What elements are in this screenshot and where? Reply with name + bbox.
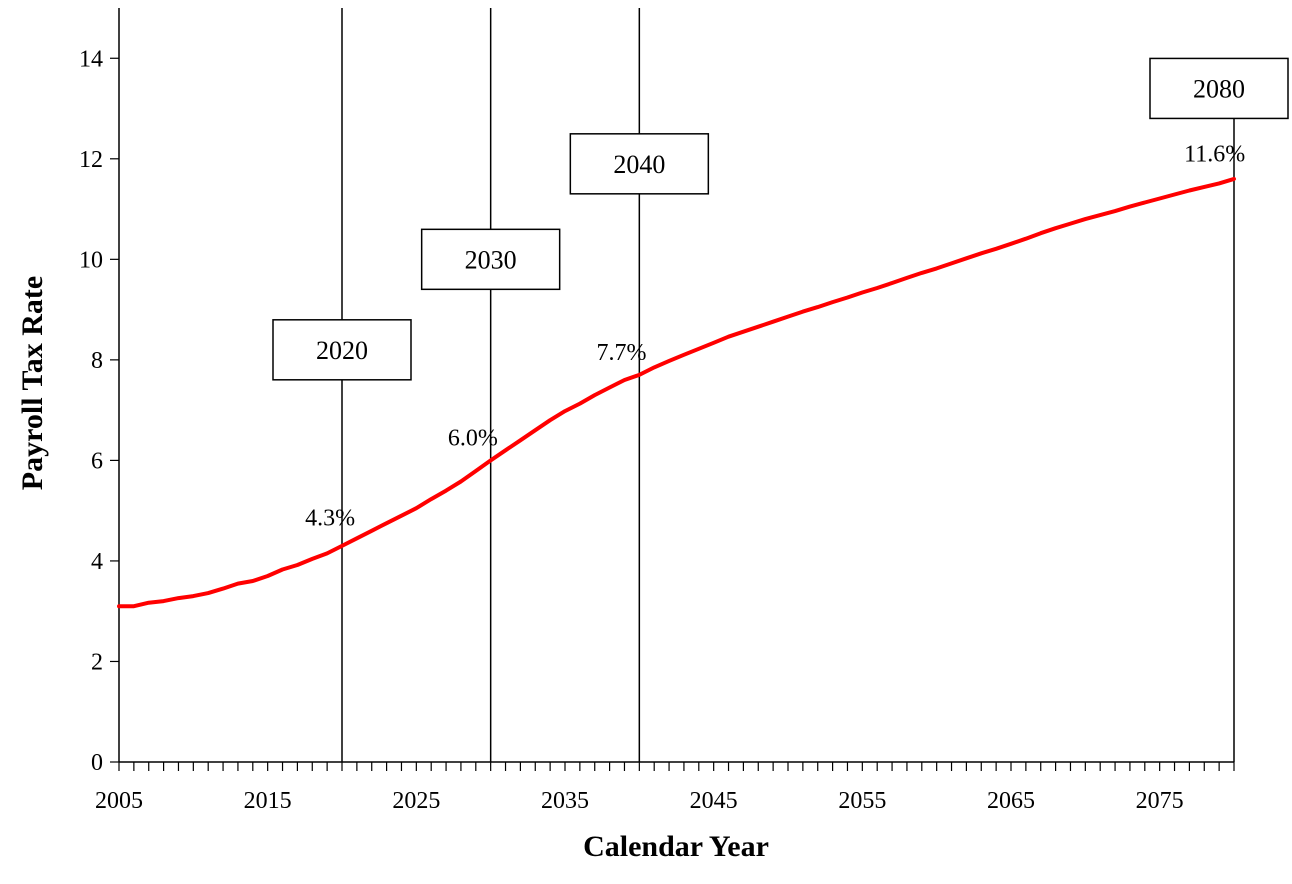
plot-area [118, 8, 1234, 763]
y-tick-label: 0 [91, 750, 103, 776]
annotations: 2020 4.3% 2030 6.0% 2040 7.7% 2080 11.6% [272, 57, 1289, 532]
year-box-label: 2040 [613, 150, 665, 179]
y-axis-title: Payroll Tax Rate [16, 276, 49, 490]
y-tick-label: 2 [91, 649, 103, 675]
y-tick-label: 14 [79, 46, 103, 72]
year-box-2080 [1149, 57, 1289, 120]
value-label-2020: 4.3% [305, 506, 355, 532]
x-tick-label: 2025 [392, 788, 440, 814]
x-axis: 2005 2015 2025 2035 2045 2055 2065 2075 [95, 762, 1235, 814]
x-tick-label: 2065 [987, 788, 1035, 814]
y-tick-label: 6 [91, 448, 103, 474]
year-box-2020 [272, 319, 412, 381]
value-label-2030: 6.0% [448, 425, 498, 451]
year-box-2030 [420, 228, 561, 291]
x-tick-label: 2045 [690, 788, 738, 814]
x-axis-title: Calendar Year [583, 830, 769, 863]
y-axis: 0 2 4 6 8 10 12 14 [79, 46, 119, 776]
y-tick-label: 4 [91, 549, 103, 575]
x-tick-label: 2075 [1136, 788, 1184, 814]
year-box-label: 2020 [316, 336, 368, 365]
series-line-0 [117, 176, 1236, 609]
x-tick-label: 2035 [541, 788, 589, 814]
year-box-2040 [569, 133, 710, 195]
year-box-label: 2080 [1193, 74, 1245, 103]
x-tick-label: 2015 [244, 788, 292, 814]
year-box-label: 2030 [465, 245, 517, 274]
y-tick-label: 8 [91, 348, 103, 374]
value-label-2080: 11.6% [1184, 141, 1245, 167]
x-tick-label: 2005 [95, 788, 143, 814]
y-tick-label: 10 [79, 247, 103, 273]
series-layer [117, 176, 1236, 609]
value-label-2040: 7.7% [596, 340, 646, 366]
x-tick-label: 2055 [838, 788, 886, 814]
y-tick-label: 12 [79, 147, 103, 173]
